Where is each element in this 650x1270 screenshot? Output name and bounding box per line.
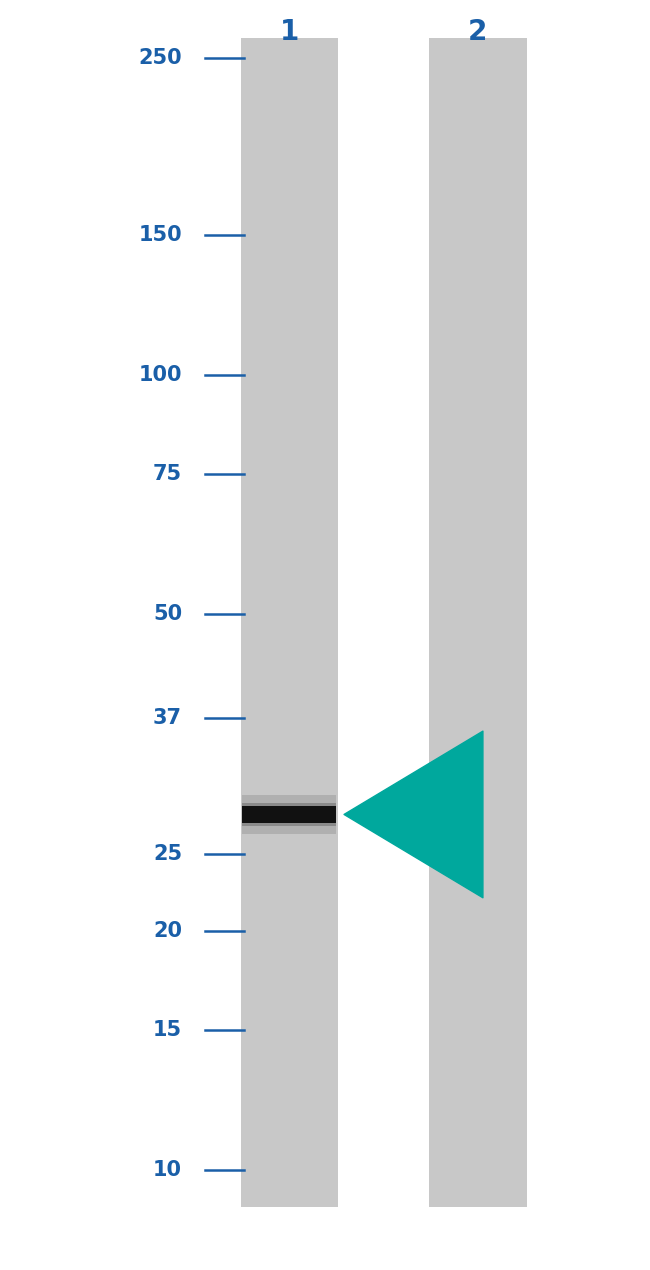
Text: 10: 10 [153,1160,182,1180]
Text: 100: 100 [138,364,182,385]
Text: 20: 20 [153,921,182,941]
Text: 1: 1 [280,18,299,46]
Text: 2: 2 [468,18,488,46]
Text: 250: 250 [138,48,182,69]
Text: 75: 75 [153,464,182,484]
Bar [240,38,338,1206]
Bar [242,803,337,826]
Bar [242,795,337,834]
Text: 15: 15 [153,1020,182,1040]
Text: 150: 150 [138,225,182,245]
Text: 37: 37 [153,709,182,728]
Text: 50: 50 [153,605,182,624]
Bar [429,38,526,1206]
Text: 25: 25 [153,843,182,864]
Bar [242,805,337,823]
